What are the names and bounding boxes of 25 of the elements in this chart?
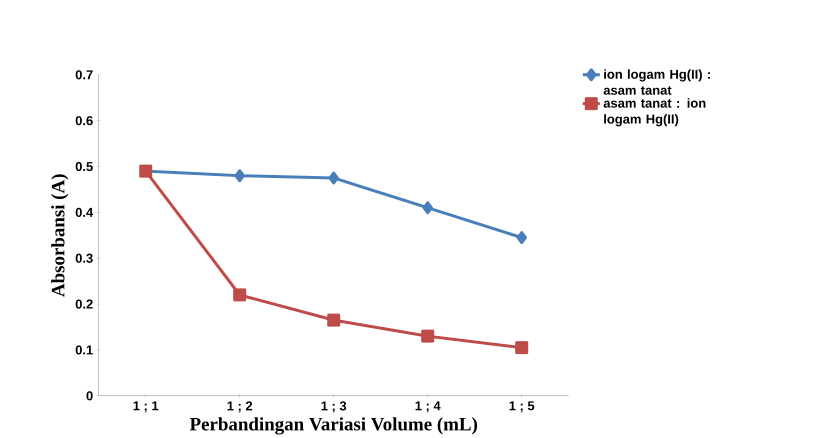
y-tick-label: 0 — [86, 391, 93, 400]
x-tick-label: 1 ; 3 — [322, 401, 346, 412]
point — [516, 231, 527, 244]
point — [421, 330, 434, 343]
point — [328, 171, 339, 184]
point — [233, 288, 246, 302]
x-tick-label: 1 ; 4 — [416, 401, 441, 412]
legend-label: asam tanat : ion logam Hg(II) — [604, 98, 706, 126]
y-tick-label: 0.4 — [76, 208, 94, 217]
y-tick-label: 0.3 — [76, 254, 93, 263]
y-tick-label: 0.5 — [76, 162, 93, 172]
y-tick-label: 0.7 — [76, 70, 93, 80]
legend-label: ion logam Hg(II) : asam tanat — [604, 69, 710, 95]
x-tick-label: 1 ; 1 — [134, 401, 158, 412]
point — [515, 341, 528, 354]
x-tick-label: 1 ; 5 — [510, 401, 534, 412]
point — [234, 169, 245, 182]
point — [422, 201, 433, 214]
y-axis-title: Absorbansi (A) — [51, 174, 68, 297]
y-tick-label: 0.2 — [76, 299, 93, 309]
point — [327, 314, 340, 327]
y-tick-label: 0.6 — [76, 116, 93, 126]
x-axis-title: Perbandingan Variasi Volume (mL) — [190, 417, 478, 435]
y-tick-label: 0.1 — [76, 345, 93, 355]
x-tick-label: 1 ; 2 — [228, 401, 252, 412]
